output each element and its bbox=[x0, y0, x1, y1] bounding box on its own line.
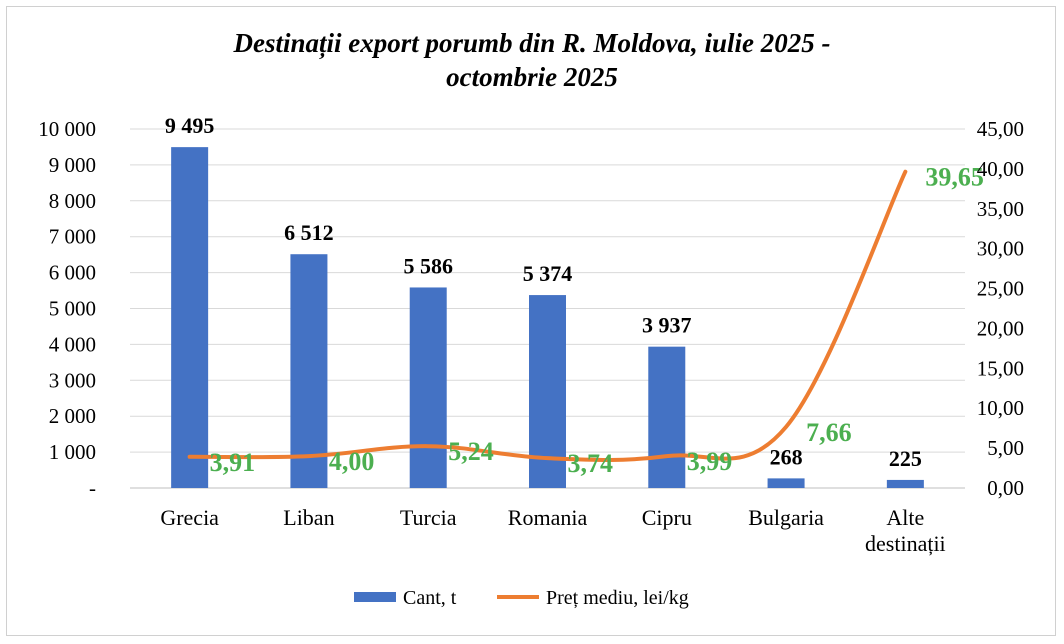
y-left-tick-label: 7 000 bbox=[49, 225, 96, 249]
y-left-tick-label: 8 000 bbox=[49, 189, 96, 213]
category-label: Alte bbox=[886, 505, 924, 530]
price-value-label: 5,24 bbox=[448, 437, 494, 466]
legend: Cant, t Preț mediu, lei/kg bbox=[354, 587, 689, 609]
left-axis: - 1 000 2 000 3 000 4 000 5 000 6 000 7 000 8 00… bbox=[38, 117, 96, 500]
bar-series: 9 495 6 512 5 586 5 374 3 937 268 225 bbox=[165, 113, 924, 488]
category-label: Turcia bbox=[400, 505, 457, 530]
chart-title: Destinații export porumb din R. Moldova,… bbox=[232, 28, 830, 92]
legend-bar-label: Cant, t bbox=[403, 587, 457, 609]
bar-value-label: 268 bbox=[770, 444, 803, 469]
y-right-tick-label: 35,00 bbox=[977, 197, 1024, 221]
y-right-tick-label: 40,00 bbox=[977, 157, 1024, 181]
bar-4 bbox=[648, 346, 686, 488]
bar-value-label: 6 512 bbox=[284, 220, 334, 245]
bar-value-label: 3 937 bbox=[642, 313, 692, 338]
price-value-label: 3,99 bbox=[687, 447, 733, 476]
legend-bar-swatch bbox=[354, 592, 396, 602]
category-label: Romania bbox=[508, 505, 588, 530]
y-right-tick-label: 45,00 bbox=[977, 117, 1024, 141]
price-value-label: 4,00 bbox=[329, 447, 375, 476]
y-left-tick-label: 1 000 bbox=[49, 440, 96, 464]
y-right-tick-label: 20,00 bbox=[977, 316, 1024, 340]
gridlines bbox=[130, 128, 965, 489]
price-value-label: 3,74 bbox=[568, 449, 614, 478]
y-left-tick-label: - bbox=[89, 476, 96, 500]
bar-value-label: 5 586 bbox=[403, 253, 453, 278]
category-label: Bulgaria bbox=[748, 505, 824, 530]
right-axis: 0,00 5,00 10,00 15,00 20,00 25,00 30,00 35,00 40… bbox=[977, 117, 1024, 500]
bar-6 bbox=[886, 479, 924, 488]
y-left-tick-label: 2 000 bbox=[49, 404, 96, 428]
y-right-tick-label: 10,00 bbox=[977, 396, 1024, 420]
line-series: 3,91 4,00 5,24 3,74 3,99 7,66 39,65 bbox=[187, 163, 984, 478]
bar-5 bbox=[767, 478, 805, 488]
y-right-tick-label: 0,00 bbox=[987, 476, 1024, 500]
bar-1 bbox=[290, 254, 328, 488]
y-left-tick-label: 10 000 bbox=[38, 117, 96, 141]
y-left-tick-label: 4 000 bbox=[49, 332, 96, 356]
price-line bbox=[187, 169, 908, 462]
y-left-tick-label: 6 000 bbox=[49, 261, 96, 285]
y-left-tick-label: 3 000 bbox=[49, 368, 96, 392]
price-value-label: 39,65 bbox=[925, 163, 984, 192]
bar-value-label: 9 495 bbox=[165, 113, 215, 138]
chart-title-line: Destinații export porumb din R. Moldova,… bbox=[232, 28, 830, 59]
y-right-tick-label: 5,00 bbox=[987, 436, 1024, 460]
bar-0 bbox=[171, 147, 209, 488]
y-right-tick-label: 30,00 bbox=[977, 237, 1024, 261]
y-right-tick-label: 15,00 bbox=[977, 356, 1024, 380]
y-right-tick-label: 25,00 bbox=[977, 277, 1024, 301]
legend-line-label: Preț mediu, lei/kg bbox=[546, 587, 689, 609]
bar-2 bbox=[409, 287, 447, 488]
category-label: Cipru bbox=[642, 505, 692, 530]
bar-value-label: 5 374 bbox=[523, 261, 573, 286]
category-label: destinații bbox=[865, 531, 946, 556]
y-left-tick-label: 5 000 bbox=[49, 297, 96, 321]
category-label: Grecia bbox=[160, 505, 219, 530]
price-value-label: 7,66 bbox=[806, 418, 852, 447]
category-axis: Grecia Liban Turcia Romania Cipru Bulgaria Alt… bbox=[160, 505, 945, 556]
y-left-tick-label: 9 000 bbox=[49, 153, 96, 177]
price-value-label: 3,91 bbox=[210, 448, 256, 477]
chart-title-line: octombrie 2025 bbox=[446, 62, 618, 92]
bar-value-label: 225 bbox=[889, 446, 922, 471]
category-label: Liban bbox=[283, 505, 334, 530]
